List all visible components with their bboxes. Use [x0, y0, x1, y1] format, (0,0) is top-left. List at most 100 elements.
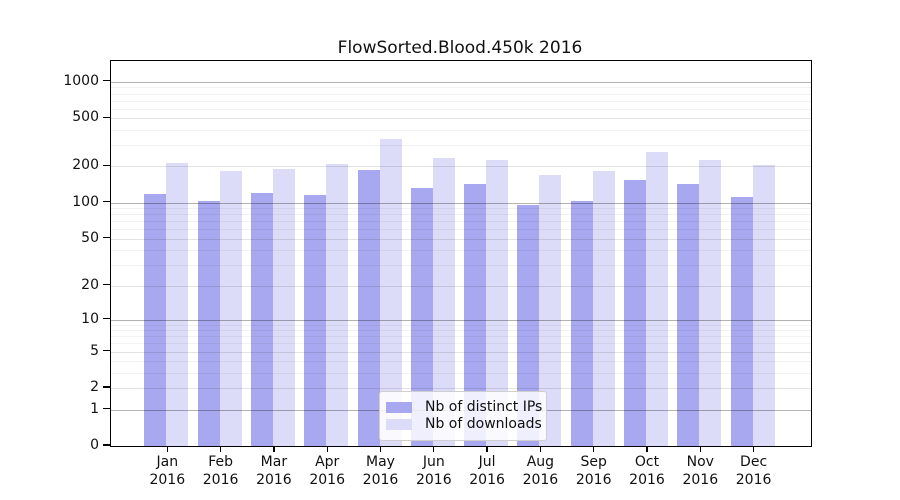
gridline-20	[111, 285, 811, 287]
y-tick-label-20: 20	[81, 276, 99, 293]
x-tick-may	[379, 446, 382, 453]
gridline-500	[111, 118, 811, 120]
gridline-5	[111, 351, 811, 353]
y-tick-label-500: 500	[72, 109, 99, 126]
bar-distinct-ips-mar	[250, 192, 273, 446]
legend-label-distinct-ips: Nb of distinct IPs	[425, 399, 543, 415]
bar-distinct-ips-feb	[197, 201, 220, 446]
y-tick-50	[103, 237, 110, 239]
gridline-30	[111, 264, 811, 266]
y-tick-0	[103, 444, 110, 446]
x-tick-apr	[326, 446, 328, 453]
y-tick-20	[103, 283, 110, 286]
x-tick-feb	[219, 446, 222, 453]
x-tick-label-jul: Jul 2016	[469, 454, 505, 488]
gridline-900	[111, 87, 811, 89]
bar-distinct-ips-jul	[464, 184, 487, 446]
gridline-4	[111, 361, 811, 363]
gridline-100	[111, 202, 811, 204]
bar-downloads-jun	[432, 157, 455, 446]
gridline-800	[111, 93, 811, 95]
gridline-200	[111, 166, 811, 168]
plot-area	[110, 60, 812, 447]
x-tick-label-nov: Nov 2016	[682, 454, 719, 488]
y-tick-200	[103, 164, 110, 167]
bar-distinct-ips-sep	[570, 201, 593, 446]
x-tick-label-may: May 2016	[362, 454, 399, 488]
gridline-1000	[111, 81, 811, 83]
bar-distinct-ips-dec	[730, 197, 753, 446]
x-tick-jun	[433, 446, 435, 453]
gridline-60	[111, 229, 811, 231]
x-tick-jul	[486, 446, 488, 453]
x-tick-label-apr: Apr 2016	[309, 454, 345, 488]
bar-downloads-jan	[166, 163, 189, 446]
legend-item-downloads: Nb of downloads	[386, 417, 542, 432]
chart-title: FlowSorted.Blood.450k 2016	[337, 38, 583, 58]
bar-distinct-ips-oct	[624, 180, 646, 446]
gridline-600	[111, 108, 811, 110]
gridline-50	[111, 238, 811, 240]
x-tick-label-aug: Aug 2016	[522, 454, 559, 488]
x-tick-label-feb: Feb 2016	[202, 454, 239, 488]
x-tick-label-jun: Jun 2016	[415, 454, 452, 488]
y-tick-1	[103, 407, 110, 410]
bar-distinct-ips-may	[357, 170, 380, 446]
legend-swatch-downloads	[386, 419, 412, 430]
legend: Nb of distinct IPs Nb of downloads	[379, 391, 547, 441]
gridline-9	[111, 324, 811, 326]
gridline-80	[111, 214, 811, 216]
y-tick-5	[103, 349, 110, 352]
y-tick-10	[103, 317, 110, 320]
x-tick-aug	[539, 446, 542, 453]
gridline-400	[111, 130, 811, 131]
x-tick-sep	[593, 446, 595, 453]
bar-downloads-jul	[486, 160, 509, 446]
gridline-7	[111, 336, 811, 338]
x-tick-jan	[166, 446, 168, 453]
bar-downloads-sep	[592, 171, 615, 446]
bar-downloads-feb	[219, 170, 242, 446]
legend-item-distinct-ips: Nb of distinct IPs	[386, 400, 542, 415]
gridline-700	[111, 100, 811, 102]
legend-swatch-distinct-ips	[386, 402, 412, 413]
bar-downloads-mar	[272, 169, 295, 446]
bar-downloads-apr	[326, 164, 349, 446]
y-tick-label-2: 2	[90, 379, 99, 396]
y-tick-label-0: 0	[90, 437, 99, 453]
y-tick-500	[103, 116, 110, 118]
legend-label-downloads: Nb of downloads	[425, 416, 542, 432]
gridline-6	[111, 343, 811, 345]
gridline-40	[111, 250, 811, 252]
y-tick-1000	[103, 80, 110, 82]
gridline-2	[111, 388, 811, 390]
bar-distinct-ips-apr	[304, 194, 327, 446]
x-tick-label-jan: Jan 2016	[149, 454, 186, 488]
x-tick-oct	[646, 446, 648, 453]
x-tick-label-sep: Sep 2016	[575, 454, 612, 488]
bar-distinct-ips-nov	[677, 183, 700, 446]
gridline-10	[111, 319, 811, 321]
x-tick-label-oct: Oct 2016	[629, 454, 665, 488]
bar-downloads-dec	[752, 165, 775, 446]
bar-downloads-may	[379, 138, 402, 446]
y-tick-label-50: 50	[81, 229, 99, 246]
gridline-3	[111, 372, 811, 374]
y-tick-label-200: 200	[72, 157, 99, 174]
x-tick-dec	[752, 446, 755, 453]
gridline-70	[111, 221, 811, 223]
bar-distinct-ips-jun	[410, 187, 433, 446]
bar-downloads-aug	[539, 175, 562, 446]
y-tick-label-5: 5	[90, 342, 99, 359]
y-tick-100	[103, 201, 110, 203]
bar-distinct-ips-jan	[144, 194, 167, 446]
y-tick-label-10: 10	[81, 310, 99, 327]
x-tick-mar	[273, 446, 275, 453]
y-tick-label-1000: 1000	[63, 72, 99, 89]
bar-downloads-nov	[699, 160, 722, 446]
y-tick-label-1: 1	[90, 400, 99, 417]
x-tick-nov	[699, 446, 701, 453]
y-tick-2	[103, 386, 110, 388]
bar-downloads-oct	[646, 152, 668, 446]
